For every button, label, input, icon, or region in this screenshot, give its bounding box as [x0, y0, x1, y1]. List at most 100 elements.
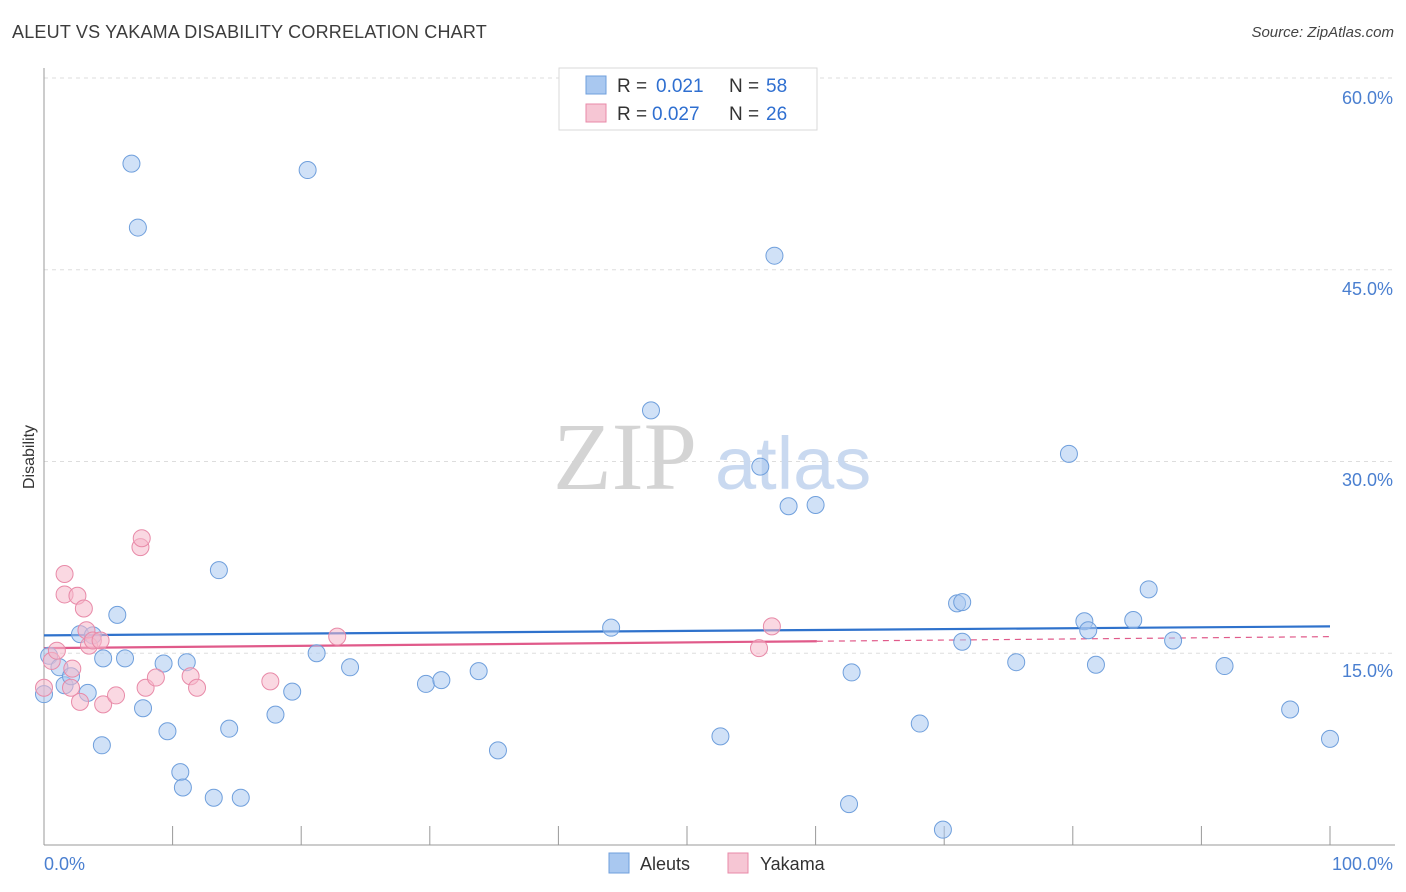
- data-point-aleuts: [806, 495, 825, 514]
- data-point-aleuts: [840, 795, 859, 814]
- data-point-yakama: [132, 529, 151, 548]
- data-point-aleuts: [842, 663, 861, 682]
- data-point-aleuts: [94, 649, 113, 668]
- legend-n-value: 58: [766, 76, 787, 97]
- data-point-yakama: [762, 617, 781, 636]
- chart-source: Source: ZipAtlas.com: [1251, 24, 1394, 41]
- watermark: ZIP atlas: [553, 403, 871, 510]
- data-point-yakama: [47, 641, 66, 660]
- data-point-aleuts: [108, 605, 127, 624]
- data-point-aleuts: [765, 246, 784, 265]
- legend-r-label: R =: [617, 104, 647, 125]
- data-point-yakama: [107, 686, 126, 705]
- y-axis-title: Disability: [21, 425, 38, 489]
- data-point-aleuts: [92, 736, 111, 755]
- data-point-aleuts: [910, 714, 929, 733]
- data-point-aleuts: [953, 593, 972, 612]
- data-point-aleuts: [220, 719, 239, 738]
- gridlines: [44, 77, 1395, 654]
- legend-n-label: N =: [729, 104, 759, 125]
- data-point-yakama: [71, 692, 90, 711]
- data-point-aleuts: [953, 632, 972, 651]
- bottom-legend: Aleuts Yakama: [608, 852, 826, 874]
- data-point-aleuts: [469, 662, 488, 681]
- legend-n-value: 26: [766, 104, 787, 125]
- x-tick-label-min: 0.0%: [44, 854, 85, 874]
- data-point-aleuts: [1215, 657, 1234, 676]
- y-tick-label: 45.0%: [1342, 279, 1393, 299]
- data-point-aleuts: [307, 644, 326, 663]
- data-point-yakama: [146, 668, 165, 687]
- data-point-yakama: [62, 678, 81, 697]
- data-point-aleuts: [116, 649, 135, 668]
- data-point-aleuts: [711, 727, 730, 746]
- data-point-aleuts: [751, 457, 770, 476]
- data-point-yakama: [750, 639, 769, 658]
- data-point-aleuts: [171, 763, 190, 782]
- data-point-aleuts: [1007, 653, 1026, 672]
- y-tick-label: 60.0%: [1342, 88, 1393, 108]
- data-point-aleuts: [779, 497, 798, 516]
- data-point-yakama: [63, 659, 82, 678]
- y-tick-labels: 60.0% 45.0% 30.0% 15.0%: [1342, 88, 1393, 681]
- data-point-aleuts: [1281, 700, 1300, 719]
- legend-swatch-aleuts: [585, 75, 607, 95]
- data-point-aleuts: [266, 705, 285, 724]
- data-point-aleuts: [933, 820, 952, 839]
- data-point-aleuts: [1124, 611, 1143, 630]
- legend-r-value: 0.027: [652, 104, 700, 125]
- trend-line-yakama-extension: [816, 636, 1331, 642]
- data-point-aleuts: [209, 561, 228, 580]
- data-point-aleuts: [158, 722, 177, 741]
- data-point-aleuts: [122, 154, 141, 173]
- data-point-aleuts: [641, 401, 660, 420]
- data-point-aleuts: [231, 788, 250, 807]
- data-point-aleuts: [173, 778, 192, 797]
- data-point-aleuts: [154, 654, 173, 673]
- data-point-yakama: [328, 627, 347, 646]
- bottom-legend-swatch-yakama: [727, 852, 749, 874]
- data-point-aleuts: [298, 161, 317, 180]
- y-tick-label: 15.0%: [1342, 661, 1393, 681]
- legend-n-label: N =: [729, 76, 759, 97]
- data-point-aleuts: [432, 671, 451, 690]
- data-point-yakama: [94, 695, 113, 714]
- data-point-aleuts: [204, 788, 223, 807]
- data-point-yakama: [55, 564, 74, 583]
- legend-swatch-yakama: [585, 103, 607, 123]
- bottom-legend-label-aleuts: Aleuts: [640, 854, 690, 874]
- x-ticks: [172, 826, 1331, 845]
- data-point-aleuts: [341, 658, 360, 677]
- chart-title: ALEUT VS YAKAMA DISABILITY CORRELATION C…: [12, 22, 487, 42]
- data-point-yakama: [261, 672, 280, 691]
- bottom-legend-label-yakama: Yakama: [760, 854, 826, 874]
- trend-line-aleuts: [43, 625, 1331, 637]
- legend-r-value: 0.021: [656, 76, 704, 97]
- data-point-aleuts: [1059, 444, 1078, 463]
- data-point-aleuts: [128, 218, 147, 237]
- watermark-zip: ZIP: [553, 403, 697, 510]
- data-point-yakama: [74, 599, 93, 618]
- data-point-aleuts: [1079, 621, 1098, 640]
- x-tick-label-max: 100.0%: [1332, 854, 1393, 874]
- data-point-aleuts: [602, 618, 621, 637]
- bottom-legend-swatch-aleuts: [608, 852, 630, 874]
- data-point-aleuts: [1139, 580, 1158, 599]
- data-point-aleuts: [1164, 631, 1183, 650]
- y-tick-label: 30.0%: [1342, 470, 1393, 490]
- data-point-aleuts: [134, 699, 153, 718]
- data-point-yakama: [188, 678, 207, 697]
- legend-r-label: R =: [617, 76, 647, 97]
- data-point-aleuts: [416, 674, 435, 693]
- watermark-atlas: atlas: [715, 422, 871, 505]
- legend: R = 0.021 N = 58 R = 0.027 N = 26: [558, 67, 818, 131]
- data-point-aleuts: [1086, 655, 1105, 674]
- data-point-aleuts: [1321, 729, 1339, 748]
- data-point-aleuts: [283, 682, 302, 701]
- data-point-yakama: [91, 631, 110, 650]
- data-point-yakama: [35, 678, 53, 697]
- series-yakama: [35, 529, 781, 714]
- trend-line-yakama: [43, 640, 817, 650]
- data-point-aleuts: [488, 741, 507, 760]
